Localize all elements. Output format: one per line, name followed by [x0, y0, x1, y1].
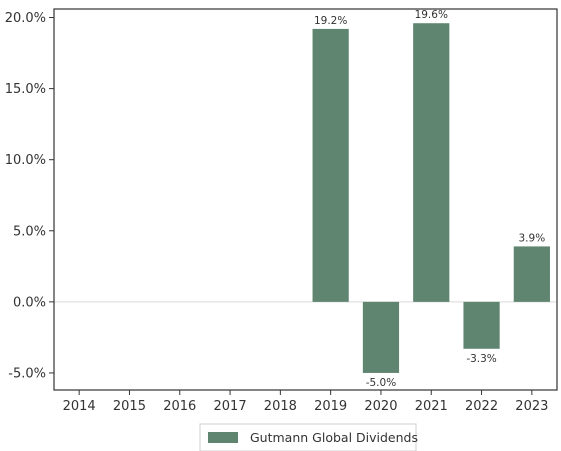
x-tick-label: 2023	[515, 399, 548, 414]
x-tick-label: 2014	[63, 399, 96, 414]
data-label-2021: 19.6%	[415, 9, 448, 21]
legend-swatch	[208, 432, 238, 443]
bar-2021	[413, 23, 450, 302]
data-label-2020: -5.0%	[366, 377, 396, 389]
x-tick-label: 2019	[314, 399, 347, 414]
bar-2023	[513, 246, 550, 302]
bar-2019	[312, 28, 349, 302]
x-tick-label: 2020	[364, 399, 397, 414]
y-tick-label: 15.0%	[5, 82, 46, 97]
y-tick-label: 5.0%	[13, 224, 46, 239]
x-tick-label: 2017	[214, 399, 247, 414]
x-tick-label: 2015	[113, 399, 146, 414]
data-label-2023: 3.9%	[519, 232, 546, 244]
bar-2020	[362, 301, 400, 373]
y-tick-label: 10.0%	[5, 153, 46, 168]
y-tick-label: -5.0%	[8, 366, 46, 381]
bar-2022	[463, 301, 500, 349]
y-tick-label: 20.0%	[5, 11, 46, 26]
y-tick-label: 0.0%	[13, 295, 46, 310]
x-tick-label: 2022	[465, 399, 498, 414]
x-tick-label: 2021	[415, 399, 448, 414]
axes: -5.0% 0.0% 5.0% 10.0% 15.0% 20.0% 2014 2015 2016…	[5, 8, 558, 414]
legend-label: Gutmann Global Dividends	[250, 430, 418, 445]
plot-area	[54, 23, 557, 373]
data-labels: 19.2% -5.0% 19.6% -3.3% 3.9%	[314, 9, 545, 389]
x-tick-label: 2018	[264, 399, 297, 414]
data-label-2019: 19.2%	[314, 15, 347, 27]
plot-frame	[53, 8, 558, 391]
legend: Gutmann Global Dividends	[199, 423, 418, 451]
data-label-2022: -3.3%	[466, 353, 496, 365]
x-tick-label: 2016	[163, 399, 196, 414]
